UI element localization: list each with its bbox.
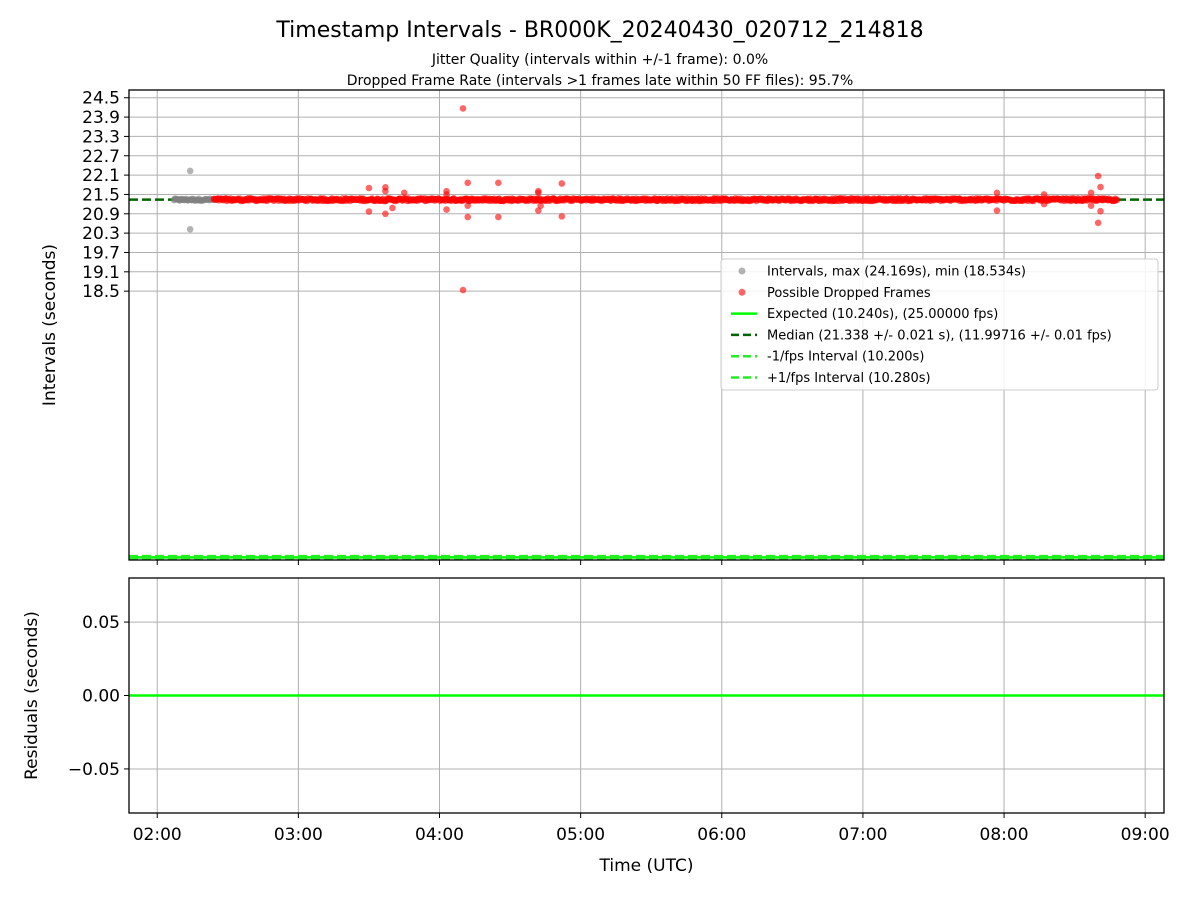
data-point: [1094, 219, 1102, 227]
legend: Intervals, max (24.169s), min (18.534s) P…: [720, 258, 1159, 391]
x-tick-label: 09:00: [1121, 825, 1170, 845]
intervals-y-axis-label: Intervals (seconds): [40, 244, 60, 406]
y-tick-label: 20.9: [82, 205, 120, 225]
x-tick-label: 06:00: [697, 825, 746, 845]
y-tick-label: 19.1: [82, 263, 120, 283]
y-tick-label: 23.9: [82, 108, 120, 128]
legend-label: Median (21.338 +/- 0.021 s), (11.99716 +…: [767, 328, 1112, 343]
data-point: [495, 179, 502, 187]
chart-subtitle-line-2: Dropped Frame Rate (intervals >1 frames …: [347, 73, 854, 89]
data-point: [459, 286, 467, 294]
y-tick-label: 0.00: [82, 687, 120, 707]
residuals-y-axis-label: Residuals (seconds): [22, 611, 42, 780]
data-point: [382, 210, 389, 218]
data-point: [993, 207, 1001, 214]
data-point: [1040, 191, 1048, 198]
data-point: [1040, 200, 1048, 208]
y-tick-label: 19.7: [82, 243, 120, 263]
intervals-scatter-points: [170, 105, 1121, 294]
data-point: [464, 179, 472, 187]
legend-marker: [738, 267, 746, 275]
x-tick-label: 04:00: [415, 825, 464, 845]
x-tick-label: 07:00: [838, 825, 887, 845]
legend-label: Intervals, max (24.169s), min (18.534s): [767, 265, 1026, 280]
data-point: [464, 202, 472, 210]
intervals-x-axis: [156, 560, 1146, 565]
x-tick-label: 03:00: [274, 825, 323, 845]
data-point: [1097, 207, 1104, 215]
legend-label: Expected (10.240s), (25.00000 fps): [767, 307, 998, 322]
intervals-plot-frame: [128, 89, 1165, 561]
data-point: [365, 184, 373, 192]
legend-box: [720, 258, 1159, 391]
intervals-gridlines: [129, 90, 1164, 560]
y-tick-label: 23.3: [82, 127, 120, 147]
chart-subtitle-line-1: Jitter Quality (intervals within +/-1 fr…: [431, 52, 768, 68]
data-point: [1087, 189, 1095, 197]
y-tick-label: 21.5: [82, 185, 120, 205]
data-point: [382, 187, 389, 195]
data-point: [1094, 172, 1102, 180]
y-tick-label: 20.3: [82, 224, 120, 244]
data-point: [534, 189, 542, 197]
legend-marker: [738, 288, 746, 296]
chart-title: Timestamp Intervals - BR000K_20240430_02…: [275, 18, 923, 43]
x-tick-label: 02:00: [133, 825, 182, 845]
intervals-y-axis: 18.519.119.720.320.921.522.122.723.323.9…: [82, 89, 129, 302]
data-point: [400, 189, 408, 197]
y-tick-label: 24.5: [82, 89, 120, 109]
residuals-plot: 0.050.00−0.05 02:00 03:00 04:00 05:00 06:00 0…: [22, 577, 1170, 876]
x-tick-label: 05:00: [556, 825, 605, 845]
data-point: [1087, 202, 1095, 210]
residuals-y-axis: 0.05 0.00 −0.05: [68, 613, 129, 780]
data-point: [459, 105, 467, 112]
data-point: [186, 167, 194, 175]
data-point: [443, 206, 450, 213]
data-point: [495, 213, 502, 221]
data-point: [464, 213, 472, 221]
data-point: [186, 225, 194, 233]
data-point: [389, 204, 396, 212]
y-tick-label: −0.05: [68, 760, 120, 780]
y-tick-label: 22.7: [82, 147, 120, 167]
data-point: [1097, 183, 1104, 191]
data-point: [537, 202, 544, 210]
legend-label: -1/fps Interval (10.200s): [767, 350, 924, 365]
legend-label: Possible Dropped Frames: [767, 286, 931, 301]
intervals-plot: 18.519.119.720.320.921.522.122.723.323.9…: [40, 89, 1165, 565]
data-point: [1113, 196, 1121, 204]
legend-label: +1/fps Interval (10.280s): [767, 371, 931, 386]
y-tick-label: 0.05: [82, 613, 120, 633]
data-point: [365, 208, 373, 215]
data-point: [558, 213, 566, 220]
data-point: [443, 191, 450, 198]
data-point: [558, 180, 566, 187]
residuals-x-axis: 02:00 03:00 04:00 05:00 06:00 07:00 08:00 09:00: [133, 813, 1170, 845]
x-tick-label: 08:00: [980, 825, 1029, 845]
x-axis-label: Time (UTC): [599, 856, 694, 876]
data-point: [993, 189, 1001, 197]
y-tick-label: 18.5: [82, 282, 120, 302]
y-tick-label: 22.1: [82, 166, 120, 186]
